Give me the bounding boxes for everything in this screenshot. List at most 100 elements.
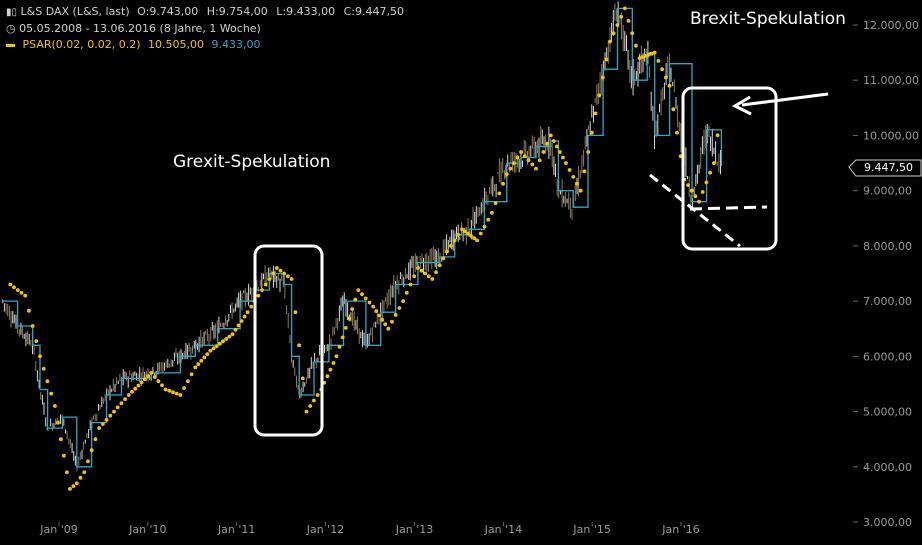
psar-dot [196, 362, 201, 366]
psar-dot [89, 448, 94, 453]
psar-dot [393, 313, 398, 317]
psar-dot [115, 405, 120, 410]
y-tick-label: 3.000,00 [863, 516, 912, 529]
psar-dot [708, 170, 712, 175]
psar-dot [360, 292, 364, 297]
psar-dot [71, 484, 76, 488]
candlestick-icon: ▮▯ [6, 7, 18, 18]
psar-dot [578, 188, 583, 193]
psar-dot [434, 270, 438, 274]
psar-dot [412, 274, 417, 279]
psar-dot [68, 487, 72, 491]
header-instrument-row: ▮▯ L&S DAX (L&S, last) O:9.743,00 H:9.75… [6, 5, 404, 18]
psar-dot [34, 339, 39, 343]
support-line-dashed [689, 205, 768, 211]
psar-dot [211, 346, 216, 351]
psar-dot [667, 83, 672, 88]
psar-dot [263, 282, 268, 287]
psar-dot [293, 310, 298, 315]
psar-dot [456, 232, 461, 237]
psar-dot [515, 155, 520, 160]
psar-dot [353, 297, 358, 302]
psar-dot [178, 393, 183, 397]
psar-dot [163, 387, 168, 392]
psar-dot [267, 277, 272, 281]
psar-dot [27, 308, 31, 313]
psar-dot [82, 470, 87, 475]
high-value: 9.754,00 [218, 5, 268, 18]
psar-dot [218, 341, 222, 346]
psar-dot [136, 383, 141, 388]
psar-dot [554, 144, 559, 149]
header-psar-row: PSAR(0.02, 0.02, 0.2) 10.505,00 9.433,00 [6, 38, 261, 51]
psar-dot [416, 266, 420, 270]
psar-dot [78, 475, 83, 480]
psar-dot [142, 377, 147, 382]
psar-dot [62, 453, 66, 458]
psar-dot [245, 310, 250, 315]
psar-dot [130, 389, 134, 394]
psar-dot [534, 166, 538, 171]
psar-dot [567, 168, 572, 172]
trend-line-dashed [649, 173, 741, 248]
psar-dot [45, 379, 50, 384]
psar-dot [512, 161, 516, 166]
psar-dot [152, 375, 157, 379]
psar-dot [558, 150, 562, 154]
psar-dot [167, 388, 172, 393]
psar-dot [671, 107, 676, 112]
psar-dot [53, 404, 57, 408]
psar-dot [652, 50, 657, 55]
low-value: 9.433,00 [286, 5, 336, 18]
psar-dot [300, 376, 305, 381]
psar-dot [19, 290, 24, 295]
psar-dot [30, 324, 35, 328]
psar-dot [108, 413, 113, 418]
psar-dot [593, 111, 598, 116]
psar-dot [526, 158, 531, 163]
psar-dot [493, 201, 498, 206]
psar-dot [551, 139, 556, 143]
psar-dot [501, 181, 505, 186]
psar-dot [408, 282, 413, 287]
psar-dot [561, 155, 565, 160]
psar-dot [490, 210, 494, 215]
psar-dot [189, 372, 194, 377]
psar-dot [460, 227, 464, 232]
grexit-box [253, 244, 324, 437]
psar-dot [519, 150, 523, 154]
psar-dot [548, 133, 553, 138]
psar-dot [475, 238, 479, 243]
psar-dot [380, 318, 385, 322]
psar-dot [689, 188, 694, 193]
psar-dot [356, 288, 361, 292]
psar-dot [622, 6, 627, 11]
psar-dot [712, 161, 716, 166]
psar-dot [260, 288, 264, 292]
psar-dot [401, 299, 405, 303]
psar-dot [582, 169, 587, 174]
y-tick-label: 5.000,00 [863, 406, 912, 419]
psar-dot [331, 361, 336, 365]
psar-dot [508, 166, 513, 171]
psar-dot [236, 323, 241, 328]
psar-dot [449, 244, 453, 248]
last-price-badge-shape [848, 159, 922, 177]
psar-dot [374, 309, 379, 313]
header-period-row: ◷ 05.05.2008 - 13.06.2016 (8 Jahre, 1 Wo… [6, 22, 261, 35]
x-tick-label: Jan '15 [572, 523, 610, 536]
x-tick-label: Jan '09 [39, 523, 77, 536]
psar-dot [126, 393, 131, 397]
psar-dot [93, 437, 98, 442]
psar-dot [397, 306, 402, 310]
period-text: 05.05.2008 - 13.06.2016 (8 Jahre, 1 Woch… [19, 22, 261, 35]
psar-dot [419, 268, 424, 273]
psar-dot [404, 290, 409, 295]
psar-dot [227, 334, 232, 339]
y-tick-label: 12.000,00 [863, 19, 919, 32]
psar-dot [86, 459, 90, 464]
psar-dot [700, 190, 705, 194]
psar-dot [704, 180, 709, 185]
